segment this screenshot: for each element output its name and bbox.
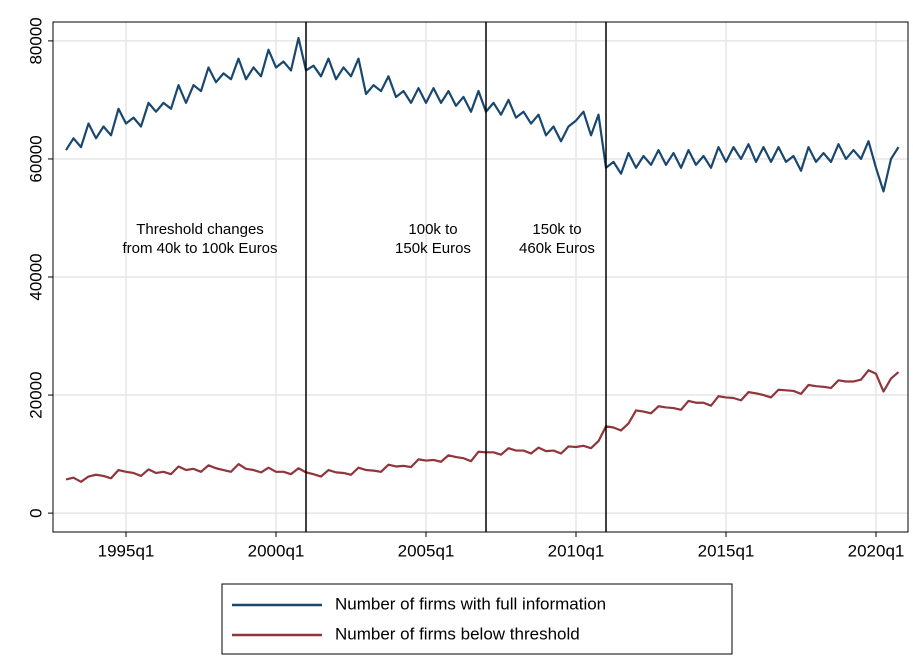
annotation: 150k Euros bbox=[395, 240, 471, 257]
x-tick-label: 1995q1 bbox=[98, 541, 155, 560]
y-tick-label: 20000 bbox=[26, 371, 45, 418]
legend-label: Number of firms below threshold bbox=[335, 624, 580, 643]
y-tick-label: 0 bbox=[26, 508, 45, 517]
x-tick-label: 2020q1 bbox=[848, 541, 905, 560]
y-tick-label: 80000 bbox=[26, 17, 45, 64]
annotation: 150k to bbox=[532, 221, 581, 238]
x-tick-label: 2015q1 bbox=[698, 541, 755, 560]
y-tick-label: 40000 bbox=[26, 253, 45, 300]
annotation: 100k to bbox=[408, 221, 457, 238]
legend-box bbox=[221, 583, 733, 655]
series-line bbox=[65, 36, 900, 193]
x-tick-label: 2010q1 bbox=[548, 541, 605, 560]
annotation: from 40k to 100k Euros bbox=[122, 240, 277, 257]
annotation: 460k Euros bbox=[519, 240, 595, 257]
x-tick-label: 2005q1 bbox=[398, 541, 455, 560]
legend-label: Number of firms with full information bbox=[335, 594, 606, 613]
annotation: Threshold changes bbox=[136, 221, 264, 238]
y-tick-label: 60000 bbox=[26, 135, 45, 182]
series-line bbox=[65, 369, 900, 483]
x-tick-label: 2000q1 bbox=[248, 541, 305, 560]
